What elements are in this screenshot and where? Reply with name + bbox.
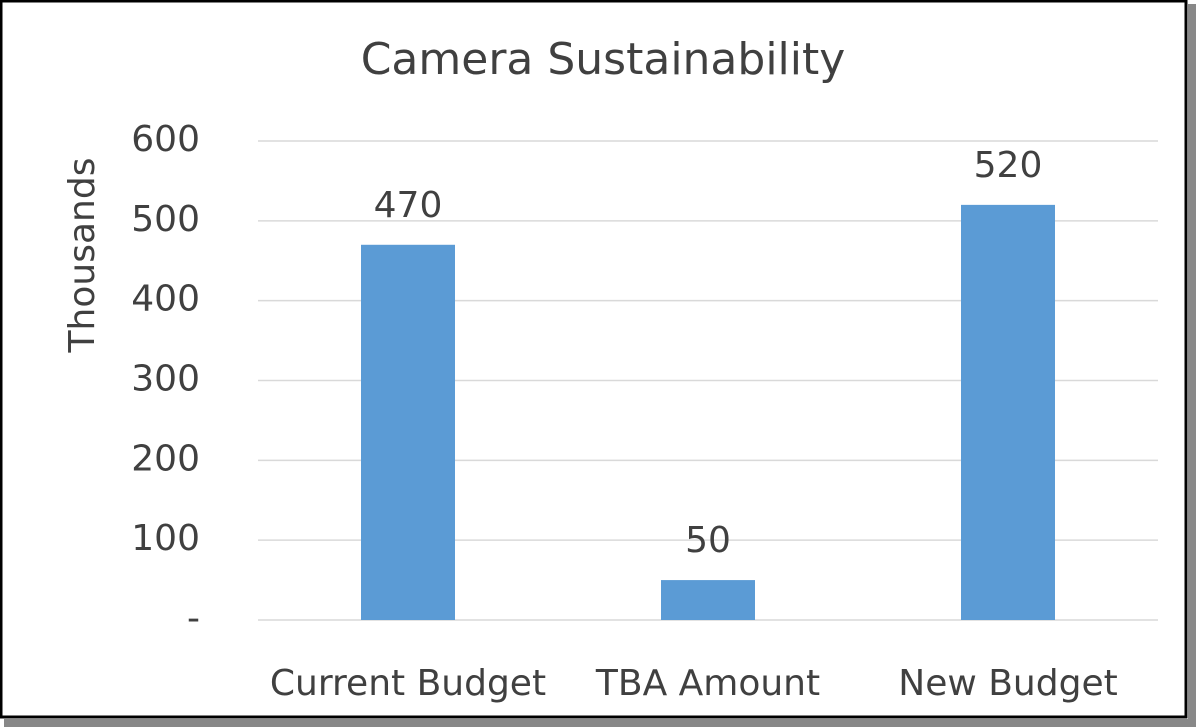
x-tick-label: Current Budget bbox=[270, 663, 546, 704]
value-label: 470 bbox=[374, 185, 443, 226]
value-label: 520 bbox=[974, 145, 1043, 186]
bar bbox=[361, 244, 455, 621]
frame-shadow bbox=[4, 719, 1196, 727]
bar bbox=[661, 580, 755, 620]
bar bbox=[961, 204, 1055, 620]
y-tick-label: 500 bbox=[131, 199, 200, 240]
y-tick-label: 100 bbox=[131, 518, 200, 559]
y-tick-label: - bbox=[187, 598, 200, 639]
y-axis-label: Thousands bbox=[62, 158, 103, 354]
y-tick-label: 400 bbox=[131, 279, 200, 320]
y-tick-label: 200 bbox=[131, 438, 200, 479]
chart-title: Camera Sustainability bbox=[361, 34, 846, 85]
value-label: 50 bbox=[685, 520, 731, 561]
y-tick-label: 300 bbox=[131, 359, 200, 400]
x-tick-label: New Budget bbox=[898, 663, 1117, 704]
y-tick-label: 600 bbox=[131, 119, 200, 160]
x-tick-label: TBA Amount bbox=[595, 663, 820, 704]
frame-shadow bbox=[1188, 4, 1196, 726]
